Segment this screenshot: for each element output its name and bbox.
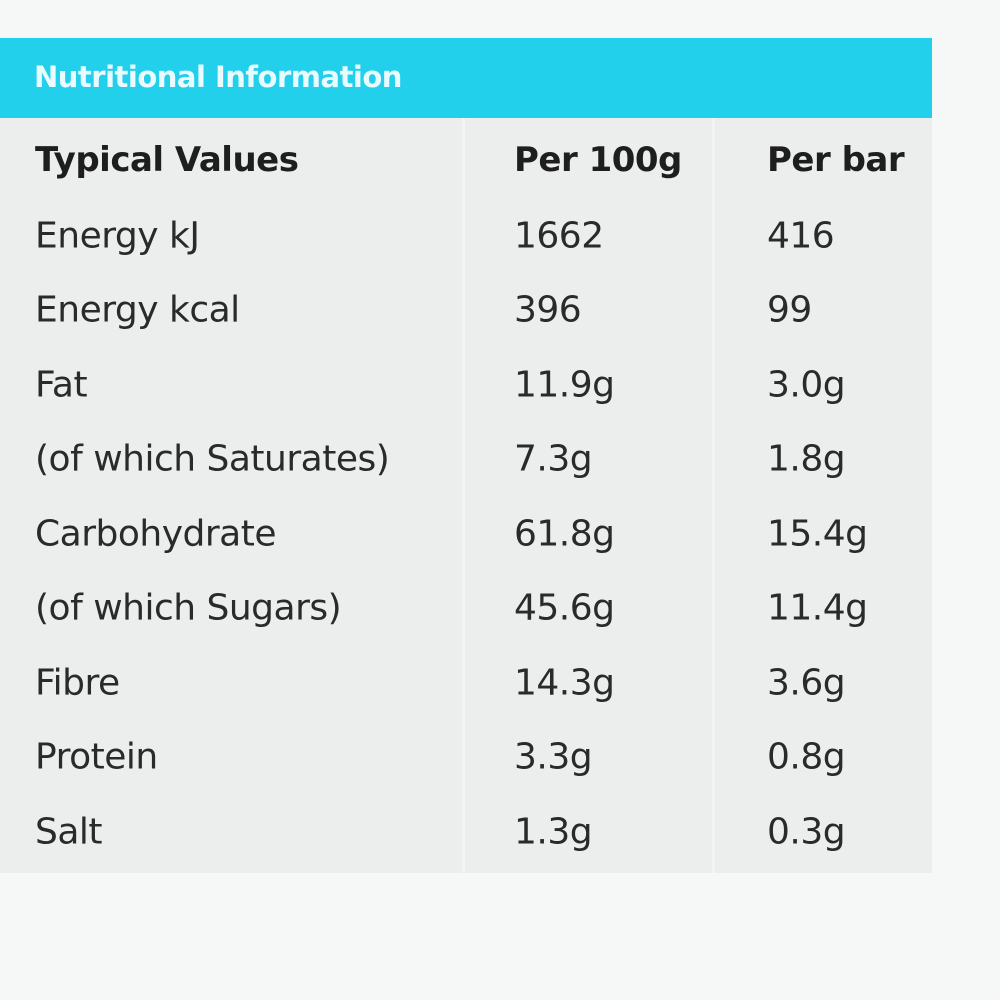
- value-per-bar: 99: [767, 289, 812, 331]
- nutrient-name: Fat: [35, 364, 88, 405]
- header-per-bar: Per bar: [767, 139, 905, 180]
- value-per-bar: 0.8g: [767, 736, 846, 778]
- nutrient-name: Fibre: [35, 662, 120, 703]
- value-per-bar: 11.4g: [767, 587, 868, 629]
- value-per-100g: 1662: [514, 215, 604, 256]
- header-per-100g: Per 100g: [514, 139, 682, 180]
- value-per-100g: 45.6g: [514, 587, 615, 629]
- nutrient-name: (of which Sugars): [35, 587, 342, 629]
- table-title-bar: Nutritional Information: [0, 38, 932, 118]
- value-per-100g: 396: [514, 289, 582, 331]
- table-title: Nutritional Information: [34, 60, 402, 94]
- nutrition-table: Nutritional Information Typical Values P…: [0, 38, 932, 873]
- table-row: Energy kcal 396 99: [0, 273, 932, 348]
- value-per-bar: 0.3g: [767, 811, 846, 852]
- nutrient-name: Carbohydrate: [35, 513, 276, 554]
- value-per-100g: 7.3g: [514, 438, 593, 480]
- nutrient-name: (of which Saturates): [35, 438, 390, 480]
- value-per-100g: 1.3g: [514, 811, 593, 852]
- table-row: (of which Saturates) 7.3g 1.8g: [0, 422, 932, 497]
- header-row: Typical Values Per 100g Per bar: [0, 122, 932, 197]
- nutrient-name: Protein: [35, 736, 158, 778]
- nutrient-name: Salt: [35, 811, 103, 852]
- header-typical-values: Typical Values: [35, 139, 299, 180]
- value-per-100g: 3.3g: [514, 736, 593, 778]
- value-per-100g: 61.8g: [514, 513, 615, 554]
- value-per-bar: 3.0g: [767, 364, 846, 405]
- table-row: Fat 11.9g 3.0g: [0, 347, 932, 422]
- table-row: (of which Sugars) 45.6g 11.4g: [0, 571, 932, 646]
- nutrient-name: Energy kcal: [35, 289, 240, 331]
- column-divider: [462, 118, 465, 873]
- value-per-100g: 14.3g: [514, 662, 615, 703]
- column-divider: [712, 118, 715, 873]
- table-row: Fibre 14.3g 3.6g: [0, 645, 932, 720]
- value-per-bar: 3.6g: [767, 662, 846, 703]
- value-per-bar: 15.4g: [767, 513, 868, 554]
- table-row: Carbohydrate 61.8g 15.4g: [0, 496, 932, 571]
- table-row: Energy kJ 1662 416: [0, 198, 932, 273]
- table-row: Protein 3.3g 0.8g: [0, 720, 932, 795]
- value-per-100g: 11.9g: [514, 364, 615, 405]
- nutrient-name: Energy kJ: [35, 215, 200, 256]
- value-per-bar: 1.8g: [767, 438, 846, 480]
- value-per-bar: 416: [767, 215, 835, 256]
- table-row: Salt 1.3g 0.3g: [0, 794, 932, 869]
